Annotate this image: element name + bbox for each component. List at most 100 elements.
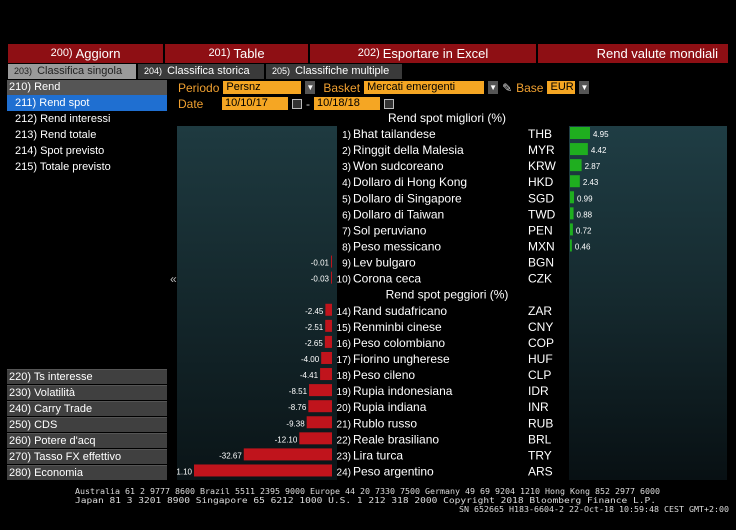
- row-currency-name: Bhat tailandese: [353, 127, 436, 141]
- export-button-label: Esportare in Excel: [382, 46, 489, 61]
- sidebar-item-spot-forecast[interactable]: 214) Spot previsto: [15, 145, 105, 157]
- period-dropdown-icon[interactable]: ▼: [305, 81, 316, 94]
- calendar-to-icon[interactable]: [384, 98, 394, 109]
- bar-negative: [243, 448, 332, 461]
- row-currency-name: Corona ceca: [353, 272, 421, 286]
- row-currency-code: SGD: [528, 191, 554, 205]
- bar-value-label: -0.03: [311, 275, 330, 284]
- bar-negative: [299, 432, 332, 445]
- row-currency-code: ZAR: [528, 304, 552, 318]
- sidebar-section-cds[interactable]: 250) CDS: [7, 417, 167, 432]
- row-currency-name: Dollaro di Hong Kong: [353, 175, 467, 189]
- tab-number: 205): [272, 66, 291, 76]
- sidebar-header[interactable]: 210) Rend: [7, 80, 167, 95]
- date-label: Date: [178, 96, 204, 111]
- sidebar-item-spot-return[interactable]: 211) Rend spot: [7, 95, 167, 111]
- row-rank: 17): [337, 355, 351, 366]
- bar-positive: [570, 239, 572, 252]
- tab-label: Classifica storica: [167, 65, 250, 77]
- bar-positive: [570, 191, 574, 204]
- row-currency-code: IDR: [528, 384, 549, 398]
- bar-value-label: 0.72: [576, 226, 592, 235]
- base-currency-select[interactable]: EUR: [547, 81, 576, 94]
- bar-value-label: -51.10: [177, 467, 193, 476]
- base-dropdown-icon[interactable]: ▼: [579, 81, 590, 94]
- bar-value-label: 2.43: [583, 178, 599, 187]
- bar-positive: [570, 127, 590, 139]
- sidebar-section-purchasing-power[interactable]: 260) Potere d'acq: [7, 433, 167, 448]
- sidebar-item-total-return[interactable]: 213) Rend totale: [15, 129, 97, 141]
- bar-value-label: 0.46: [575, 242, 591, 251]
- bar-value-label: -4.41: [300, 371, 319, 380]
- bar-negative: [331, 255, 332, 268]
- row-currency-name: Rupia indiana: [353, 400, 427, 414]
- row-currency-name: Lira turca: [353, 448, 403, 462]
- edit-pencil-icon[interactable]: ✎: [502, 80, 513, 95]
- sidebar-item-total-forecast[interactable]: 215) Totale previsto: [15, 161, 111, 173]
- calendar-from-icon[interactable]: [292, 98, 302, 109]
- sidebar-section-effective-fx[interactable]: 270) Tasso FX effettivo: [7, 449, 167, 464]
- sidebar-item-interest-return[interactable]: 212) Rend interessi: [15, 113, 111, 125]
- row-currency-code: MXN: [528, 239, 555, 253]
- date-from-input[interactable]: 10/10/17: [222, 97, 288, 110]
- date-to-input[interactable]: 10/18/18: [314, 97, 380, 110]
- row-currency-name: Won sudcoreano: [353, 159, 444, 173]
- period-select[interactable]: Persnz: [223, 81, 302, 94]
- row-rank: 16): [337, 339, 351, 350]
- row-currency-name: Peso colombiano: [353, 336, 445, 350]
- row-currency-code: MYR: [528, 143, 555, 157]
- row-currency-code: CZK: [528, 272, 552, 286]
- bar-negative: [324, 335, 332, 348]
- bar-negative: [194, 464, 332, 477]
- table-button[interactable]: 201) Table: [165, 44, 308, 63]
- sidebar-section-volatility[interactable]: 230) Volatilità: [7, 385, 167, 400]
- row-currency-code: HKD: [528, 175, 554, 189]
- row-currency-code: BRL: [528, 432, 552, 446]
- row-currency-name: Dollaro di Taiwan: [353, 207, 444, 221]
- tab-multiple-rankings[interactable]: 205) Classifiche multiple: [266, 64, 402, 79]
- row-currency-code: KRW: [528, 159, 556, 173]
- sidebar-section-interest-rate[interactable]: 220) Ts interesse: [7, 369, 167, 384]
- basket-dropdown-icon[interactable]: ▼: [488, 81, 499, 94]
- footer-contacts-line1: Australia 61 2 9777 8600 Brazil 5511 239…: [75, 487, 660, 496]
- refresh-button[interactable]: 200) Aggiorn: [8, 44, 163, 63]
- row-currency-code: TWD: [528, 207, 556, 221]
- tab-single-ranking[interactable]: 203) Classifica singola: [8, 64, 136, 79]
- row-rank: 22): [337, 435, 351, 446]
- row-rank: 1): [342, 130, 351, 141]
- spot-return-chart: Rend spot migliori (%) 1) Bhat tailandese T…: [177, 111, 727, 480]
- row-currency-code: RUB: [528, 416, 553, 430]
- row-currency-code: BGN: [528, 256, 554, 270]
- row-rank: 24): [337, 467, 351, 478]
- filter-row-period: Periodo Persnz ▼ Basket Mercati emergent…: [178, 80, 590, 95]
- row-currency-name: Fiorino ungherese: [353, 352, 450, 366]
- bar-negative: [331, 271, 332, 284]
- tab-number: 204): [144, 66, 163, 76]
- bar-value-label: -8.51: [289, 387, 308, 396]
- row-currency-name: Peso argentino: [353, 464, 434, 478]
- row-currency-code: ARS: [528, 464, 553, 478]
- tab-historical-ranking[interactable]: 204) Classifica storica: [138, 64, 264, 79]
- base-label: Base: [516, 80, 544, 95]
- bar-negative: [306, 416, 332, 429]
- refresh-button-label: Aggiorn: [75, 46, 121, 61]
- export-button-number: 202): [357, 47, 380, 59]
- row-currency-name: Dollaro di Singapore: [353, 191, 462, 205]
- bar-value-label: -4.00: [301, 355, 320, 364]
- sidebar-section-carry-trade[interactable]: 240) Carry Trade: [7, 401, 167, 416]
- row-currency-code: TRY: [528, 448, 552, 462]
- export-excel-button[interactable]: 202) Esportare in Excel: [310, 44, 536, 63]
- basket-select[interactable]: Mercati emergenti: [364, 81, 485, 94]
- row-currency-name: Rublo russo: [353, 416, 417, 430]
- sidebar-divider: [168, 80, 176, 480]
- bar-value-label: -32.67: [219, 451, 242, 460]
- bar-value-label: -2.65: [305, 339, 324, 348]
- sidebar-section-economy[interactable]: 280) Economia: [7, 465, 167, 480]
- toolbar: 200) Aggiorn 201) Table 202) Esportare i…: [8, 44, 728, 63]
- filter-row-date: Date 10/10/17 - 10/18/18: [178, 96, 394, 111]
- footer: Australia 61 2 9777 8600 Brazil 5511 239…: [75, 487, 729, 514]
- row-rank: 8): [342, 242, 351, 253]
- collapse-sidebar-icon[interactable]: «: [170, 272, 177, 286]
- refresh-button-number: 200): [50, 47, 73, 59]
- tab-bar: 203) Classifica singola 204) Classifica …: [8, 64, 728, 79]
